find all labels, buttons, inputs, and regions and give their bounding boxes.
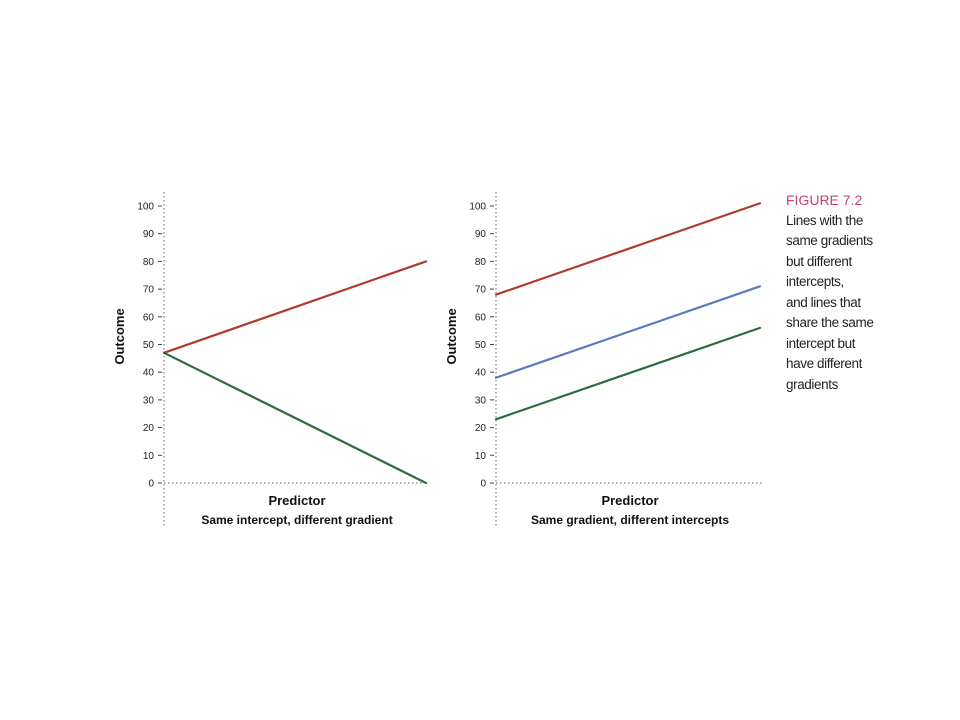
series-line-3 — [494, 326, 762, 421]
caption-line: have different — [786, 356, 862, 371]
series-line-1 — [494, 202, 762, 296]
figure-number: FIGURE 7.2 — [786, 192, 863, 208]
x-axis-title: Predictor — [601, 493, 658, 508]
caption-line: intercepts, — [786, 274, 844, 289]
series-line-2 — [162, 351, 428, 485]
y-tick-label: 0 — [480, 479, 486, 490]
y-tick-label: 100 — [137, 202, 154, 213]
caption-line: share the same — [786, 315, 874, 330]
series-line-1 — [162, 260, 428, 354]
y-tick-label: 20 — [143, 423, 155, 434]
x-axis-title: Predictor — [268, 493, 325, 508]
y-tick-label: 20 — [475, 423, 487, 434]
caption-line: gradients — [786, 376, 838, 392]
y-tick-label: 70 — [143, 285, 155, 296]
y-tick-label: 60 — [475, 312, 487, 323]
y-tick-label: 50 — [475, 340, 487, 351]
y-axis-title: Outcome — [112, 308, 127, 364]
y-tick-label: 60 — [143, 312, 155, 323]
caption-line: and lines that — [786, 294, 861, 310]
series-line-2 — [494, 285, 762, 379]
y-tick-label: 80 — [475, 257, 487, 268]
y-tick-label: 30 — [143, 395, 155, 406]
caption-line: Lines with the — [786, 212, 863, 228]
y-axis-title: Outcome — [444, 308, 459, 364]
y-tick-label: 10 — [475, 451, 487, 462]
caption-line: intercept but — [786, 335, 856, 351]
caption-line: same gradients — [786, 233, 873, 248]
y-tick-label: 0 — [148, 479, 154, 490]
y-tick-label: 70 — [475, 285, 487, 296]
y-tick-label: 90 — [143, 229, 155, 240]
y-tick-label: 30 — [475, 395, 487, 406]
y-tick-label: 10 — [143, 451, 155, 462]
chart-subtitle: Same intercept, different gradient — [201, 513, 392, 527]
y-tick-label: 40 — [475, 368, 487, 379]
chart-subtitle: Same gradient, different intercepts — [531, 513, 729, 527]
y-tick-label: 40 — [143, 368, 155, 379]
y-tick-label: 80 — [143, 257, 155, 268]
y-tick-label: 50 — [143, 340, 155, 351]
figure-caption: FIGURE 7.2 Lines with the same gradients… — [786, 190, 906, 395]
y-tick-label: 100 — [469, 202, 486, 213]
caption-line: but different — [786, 253, 852, 269]
y-tick-label: 90 — [475, 229, 487, 240]
